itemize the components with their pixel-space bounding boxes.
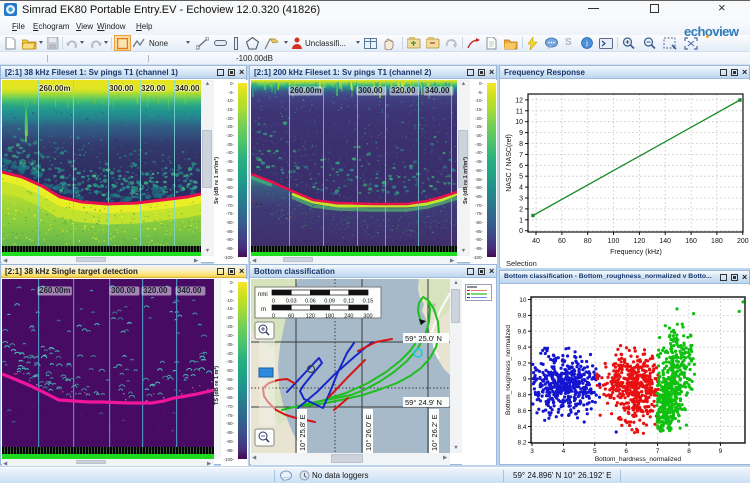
svg-text:0: 0 [272,299,275,305]
svg-text:340.00: 340.00 [177,286,202,295]
svg-text:1: 1 [519,217,523,224]
svg-text:60: 60 [558,238,566,245]
svg-text:80: 80 [584,238,592,245]
svg-text:0.06: 0.06 [305,299,316,305]
svg-text:Bottom_roughness_normalized: Bottom_roughness_normalized [505,325,512,415]
svg-text:4: 4 [519,185,523,192]
svg-text:i: i [586,39,589,48]
svg-text:0.15: 0.15 [363,299,374,305]
svg-text:9.6: 9.6 [517,329,526,336]
svg-text:60: 60 [288,314,294,320]
svg-text:nmi: nmi [258,292,268,298]
svg-text:140: 140 [659,238,671,245]
svg-text:11: 11 [516,108,523,115]
svg-text:9.8: 9.8 [517,313,526,320]
svg-text:180: 180 [325,314,334,320]
svg-text:9.4: 9.4 [517,344,526,351]
svg-text:NASC / NASC(ref): NASC / NASC(ref) [506,134,513,192]
svg-text:0.03: 0.03 [286,299,297,305]
svg-text:300.00: 300.00 [111,286,136,295]
svg-text:10° 26.0' E: 10° 26.0' E [364,414,373,451]
svg-text:8.6: 8.6 [517,408,526,415]
svg-text:300.00: 300.00 [358,86,383,95]
svg-text:9.2: 9.2 [517,360,526,367]
svg-text:Bottom_hardness_normalized: Bottom_hardness_normalized [595,456,682,463]
svg-text:300: 300 [363,314,372,320]
svg-text:200: 200 [737,238,749,245]
svg-text:0: 0 [519,228,523,235]
svg-text:9: 9 [519,130,523,137]
svg-text:10° 25.8' E: 10° 25.8' E [298,414,307,451]
svg-text:7: 7 [519,152,523,159]
svg-text:7: 7 [656,448,660,455]
svg-text:320.00: 320.00 [143,286,168,295]
svg-text:6: 6 [519,163,523,170]
svg-text:0.09: 0.09 [324,299,335,305]
svg-text:8.8: 8.8 [517,392,526,399]
svg-text:320.00: 320.00 [141,84,166,93]
svg-text:9: 9 [719,448,723,455]
svg-text:5: 5 [519,174,523,181]
svg-text:120: 120 [306,314,315,320]
svg-text:100: 100 [608,238,620,245]
svg-text:240: 240 [344,314,353,320]
svg-text:10: 10 [519,297,527,304]
svg-text:8: 8 [687,448,691,455]
svg-text:12: 12 [515,97,523,104]
svg-text:340.00: 340.00 [425,86,450,95]
svg-text:10: 10 [515,119,523,126]
svg-text:0: 0 [272,314,275,320]
svg-text:Selection: Selection [506,259,537,268]
svg-text:8.2: 8.2 [517,440,526,447]
svg-text:3: 3 [530,448,534,455]
svg-text:59° 25.0' N: 59° 25.0' N [405,334,442,343]
svg-text:8.4: 8.4 [517,424,526,431]
svg-text:320.00: 320.00 [391,86,416,95]
svg-text:...: ... [283,473,289,480]
svg-text:4: 4 [562,448,566,455]
svg-text:120: 120 [634,238,646,245]
svg-text:8: 8 [519,141,523,148]
svg-text:10° 26.2' E: 10° 26.2' E [430,414,439,451]
svg-text:0.12: 0.12 [343,299,354,305]
svg-text:340.00: 340.00 [175,84,200,93]
svg-text:3: 3 [519,196,523,203]
svg-text:40: 40 [532,238,540,245]
svg-text:180: 180 [711,238,723,245]
svg-text:Frequency (kHz): Frequency (kHz) [610,249,662,256]
svg-text:9: 9 [523,376,527,383]
svg-text:m: m [261,307,266,313]
svg-text:260.00m: 260.00m [39,84,71,93]
svg-text:260.00m: 260.00m [39,286,71,295]
svg-text:2: 2 [519,206,523,213]
svg-text:59° 24.9' N: 59° 24.9' N [405,398,442,407]
svg-text:300.00: 300.00 [109,84,134,93]
svg-text:6: 6 [624,448,628,455]
svg-text:260.00m: 260.00m [290,86,322,95]
svg-text:5: 5 [593,448,597,455]
svg-text:160: 160 [685,238,697,245]
